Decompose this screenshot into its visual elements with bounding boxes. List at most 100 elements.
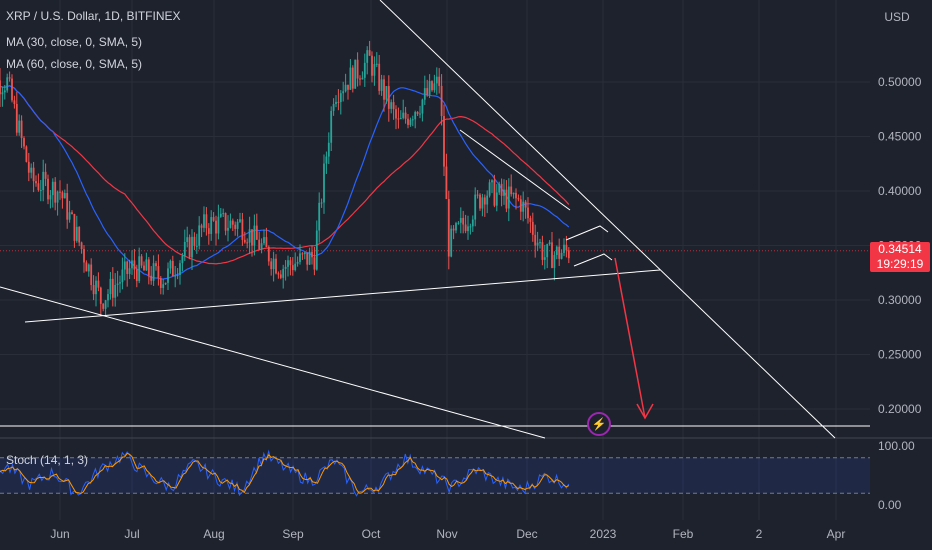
candle-body <box>529 218 532 222</box>
stochastic-pane <box>0 449 870 497</box>
wedge-lower <box>573 253 613 267</box>
time-axis[interactable]: Jun Jul Aug Sep Oct Nov Dec 2023 Feb 2 Apr <box>50 527 845 541</box>
descending-trendline <box>379 0 836 439</box>
symbol-title[interactable]: XRP / U.S. Dollar, 1D, BITFINEX <box>6 8 181 24</box>
candle-body <box>301 253 304 255</box>
candle-body <box>426 88 429 95</box>
candle-body <box>13 100 16 104</box>
candle-body <box>284 266 287 269</box>
candle-body <box>203 214 205 228</box>
candle-body <box>224 213 227 231</box>
wedge-upper <box>565 225 609 241</box>
candle-body <box>176 275 179 277</box>
candle-body <box>330 110 333 143</box>
candle-body <box>169 260 172 269</box>
candle-body <box>483 197 486 205</box>
candle-body <box>102 303 105 309</box>
candle-body <box>32 167 35 182</box>
candle-body <box>95 280 97 295</box>
lightning-icon[interactable]: ⚡ <box>587 412 611 436</box>
candle-body <box>351 67 354 89</box>
candle-body <box>71 212 73 215</box>
ma30-line <box>0 85 570 280</box>
candle-body <box>567 250 570 259</box>
candle-body <box>361 77 364 80</box>
candle-body <box>527 207 529 219</box>
candle-body <box>488 182 491 196</box>
candle-body <box>198 225 201 246</box>
candle-body <box>325 156 328 164</box>
candle-body <box>126 261 129 274</box>
candle-body <box>270 261 273 270</box>
candle-body <box>30 167 33 173</box>
stoch-tick-label: 0.00 <box>878 498 902 512</box>
candle-body <box>543 257 546 260</box>
time-tick-label: 2 <box>756 527 763 541</box>
candle-body <box>279 274 282 278</box>
stoch-band <box>0 457 870 494</box>
candle-body <box>85 262 88 272</box>
candle-body <box>459 217 462 223</box>
candle-body <box>155 263 157 267</box>
candle-body <box>323 163 325 203</box>
candle-body <box>387 86 390 109</box>
candle-body <box>536 242 539 246</box>
candle-body <box>272 258 275 270</box>
candle-body <box>8 77 11 79</box>
candle-body <box>440 85 443 117</box>
time-tick-label: Nov <box>436 527 457 541</box>
candle-body <box>315 230 318 270</box>
candle-body <box>524 201 527 208</box>
ma60-line <box>0 85 870 265</box>
candle-body <box>61 192 64 199</box>
candle-body <box>397 118 400 120</box>
ma60-path <box>0 85 570 265</box>
time-tick-label: Dec <box>516 527 537 541</box>
candle-body <box>421 99 424 114</box>
candle-body <box>392 102 395 110</box>
candle-body <box>92 285 95 295</box>
candle-body <box>443 116 445 167</box>
candle-body <box>49 195 52 200</box>
candle-body <box>200 225 203 228</box>
candle-body <box>246 242 249 244</box>
price-tick-label: 0.20000 <box>878 402 922 416</box>
candle-body <box>423 88 426 100</box>
projection-arrow <box>614 257 646 419</box>
candle-body <box>15 103 18 133</box>
last-price-tag: 0.34514 19:29:19 <box>870 242 930 272</box>
candle-body <box>565 244 568 251</box>
price-tick-label: 0.40000 <box>878 184 922 198</box>
candle-body <box>80 242 83 250</box>
ma30-legend[interactable]: MA (30, close, 0, SMA, 5) <box>6 34 142 50</box>
candle-body <box>210 217 213 234</box>
candle-body <box>215 220 217 234</box>
candle-body <box>159 278 162 288</box>
candle-body <box>97 280 100 288</box>
candle-body <box>332 104 335 111</box>
candle-body <box>299 253 301 262</box>
candle-body <box>476 194 479 196</box>
candle-body <box>457 222 460 224</box>
candle-body <box>193 236 196 246</box>
time-tick-label: Jun <box>50 527 69 541</box>
candle-body <box>107 294 109 301</box>
candle-body <box>241 219 244 240</box>
stoch-legend[interactable]: Stoch (14, 1, 3) <box>6 452 88 468</box>
candle-body <box>195 245 198 247</box>
time-tick-label: Feb <box>673 527 694 541</box>
candle-body <box>306 252 309 265</box>
candle-body <box>534 234 537 246</box>
candle-body <box>227 227 229 231</box>
candle-body <box>27 161 30 173</box>
candle-body <box>347 84 349 90</box>
candle-body <box>251 229 253 246</box>
trendline-drawings[interactable] <box>0 0 870 439</box>
candle-body <box>399 117 402 119</box>
candle-body <box>344 84 347 92</box>
ma60-legend[interactable]: MA (60, close, 0, SMA, 5) <box>6 56 142 72</box>
candle-body <box>1 92 4 95</box>
candle-body <box>145 259 148 271</box>
candle-body <box>78 226 81 243</box>
